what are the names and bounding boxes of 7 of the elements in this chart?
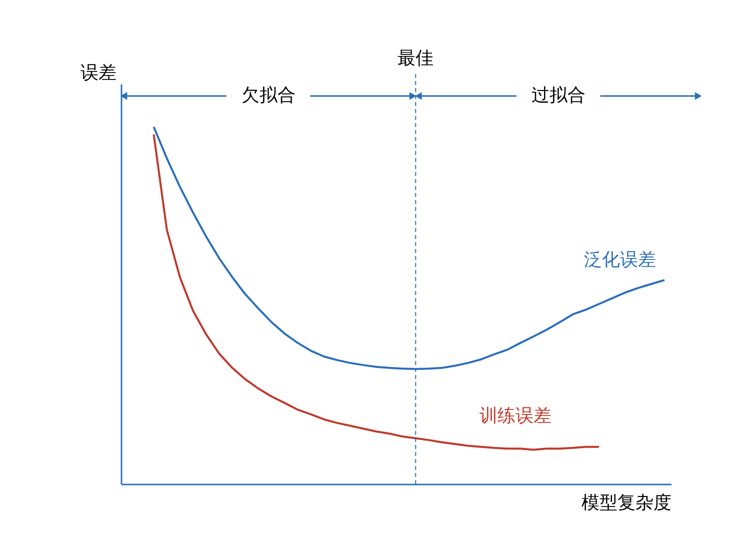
y-axis-title: 误差	[80, 62, 116, 84]
series-label: 训练误差	[479, 406, 552, 427]
series-label: 泛化误差	[584, 250, 656, 271]
x-axis-title: 模型复杂度	[582, 492, 672, 514]
text: 最佳	[398, 48, 434, 69]
text: 欠拟合	[241, 85, 296, 106]
text: 过拟合	[531, 85, 586, 106]
